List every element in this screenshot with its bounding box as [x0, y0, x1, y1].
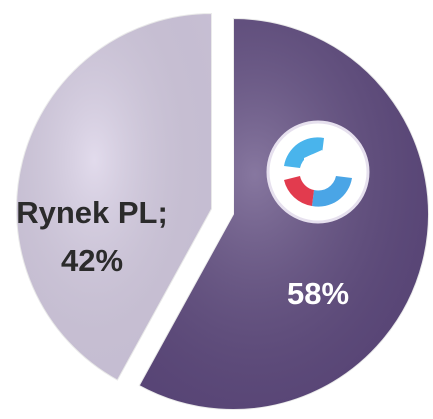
- logo-arc: [284, 137, 324, 168]
- slice-shade: [138, 18, 429, 410]
- slices: [15, 11, 430, 411]
- value-label: 58%: [287, 276, 349, 311]
- logo-center: [304, 150, 332, 186]
- slice-shade: [15, 13, 213, 381]
- logo-arc: [312, 176, 352, 207]
- category-label: Rynek PL;: [16, 195, 168, 230]
- logo: [266, 120, 370, 224]
- value-label: 42%: [61, 243, 123, 278]
- logo-arc: [284, 176, 314, 206]
